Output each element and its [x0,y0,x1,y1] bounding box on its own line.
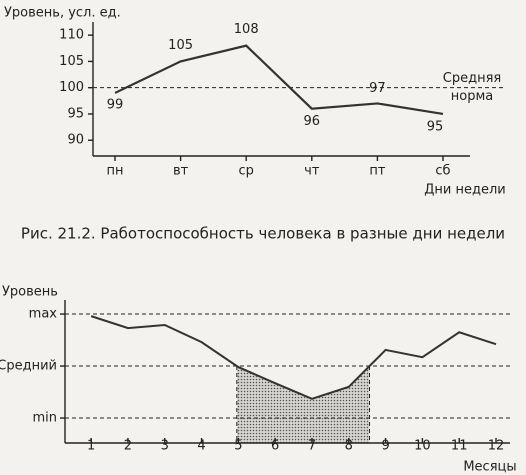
y-axis-title: Уровень [2,285,58,300]
y-tick-label: 105 [59,54,84,69]
below-average-area [236,366,370,443]
data-line [114,44,444,116]
x-tick-label: 3 [161,439,169,454]
x-tick-label: 6 [271,439,279,454]
x-tick-label: пт [369,164,385,179]
y-tick-label: 100 [59,80,84,95]
reference-label: норма [451,89,493,104]
y-tick-label: Средний [0,359,57,374]
data-label: 96 [304,114,321,129]
x-tick-label: 2 [124,439,132,454]
x-tick-label: 8 [345,439,353,454]
x-tick-label: пн [107,164,124,179]
x-tick-label: 5 [234,439,242,454]
data-label: 105 [168,38,193,53]
x-tick-label: 9 [381,439,389,454]
data-label: 97 [369,81,386,96]
x-axis-title: Месяцы [463,460,516,475]
x-tick-label: 1 [87,439,95,454]
data-label: 99 [107,97,124,112]
data-label: 95 [427,119,444,134]
x-tick-label: вт [173,164,189,179]
x-axis-title: Дни недели [424,183,505,198]
data-label: 108 [234,22,259,37]
caption: Рис. 21.2. Работоспособность человека в … [21,225,505,243]
x-tick-label: ср [238,164,253,179]
y-tick-label: min [32,411,57,426]
x-tick-label: чт [304,164,320,179]
x-tick-label: 10 [414,439,431,454]
y-tick-label: max [29,307,58,322]
y-tick-label: 90 [67,133,84,148]
x-tick-label: 12 [488,439,505,454]
x-tick-label: сб [435,164,450,179]
reference-label: Средняя [443,71,501,86]
x-tick-label: 7 [308,439,316,454]
x-tick-label: 4 [197,439,205,454]
data-line [90,315,497,400]
y-tick-label: 95 [67,106,84,121]
x-tick-label: 11 [451,439,468,454]
y-axis-title: Уровень, усл. ед. [4,6,121,21]
y-tick-label: 110 [59,28,84,43]
